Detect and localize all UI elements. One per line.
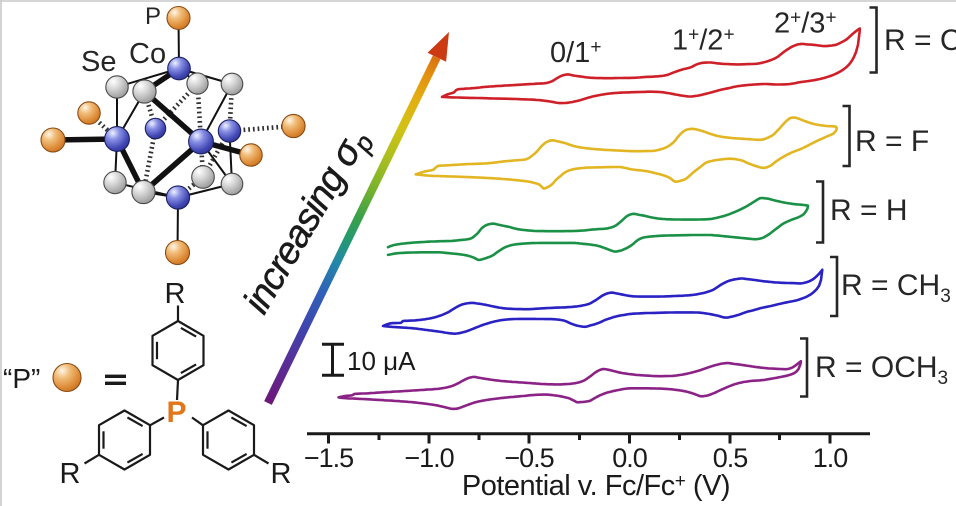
svg-text:R: R: [60, 458, 81, 490]
svg-text:1+/2+: 1+/2+: [672, 24, 735, 56]
svg-text:Co: Co: [129, 38, 166, 70]
svg-text:R = CH3: R = CH3: [841, 269, 951, 307]
svg-text:“P”: “P”: [3, 363, 40, 394]
svg-text:1.0: 1.0: [813, 443, 848, 473]
svg-text:R = F: R = F: [855, 125, 929, 158]
svg-text:R: R: [271, 458, 292, 490]
svg-text:0/1+: 0/1+: [550, 37, 601, 69]
svg-text:−1.0: −1.0: [404, 443, 453, 473]
svg-text:2+/3+: 2+/3+: [774, 8, 837, 40]
svg-text:0.0: 0.0: [612, 443, 647, 473]
svg-text:P: P: [167, 396, 187, 429]
svg-text:R: R: [165, 278, 186, 310]
svg-text:Se: Se: [81, 46, 116, 78]
svg-text:0.5: 0.5: [713, 443, 748, 473]
svg-text:R = OCH3: R = OCH3: [815, 351, 948, 389]
svg-text:10 μA: 10 μA: [347, 346, 416, 376]
svg-text:Potential v. Fc/Fc+ (V): Potential v. Fc/Fc+ (V): [462, 470, 730, 502]
svg-text:R = Cl: R = Cl: [884, 24, 956, 57]
svg-text:−0.5: −0.5: [504, 443, 553, 473]
svg-text:−1.5: −1.5: [304, 443, 353, 473]
svg-text:R = H: R = H: [830, 194, 908, 227]
svg-text:P: P: [145, 3, 161, 30]
